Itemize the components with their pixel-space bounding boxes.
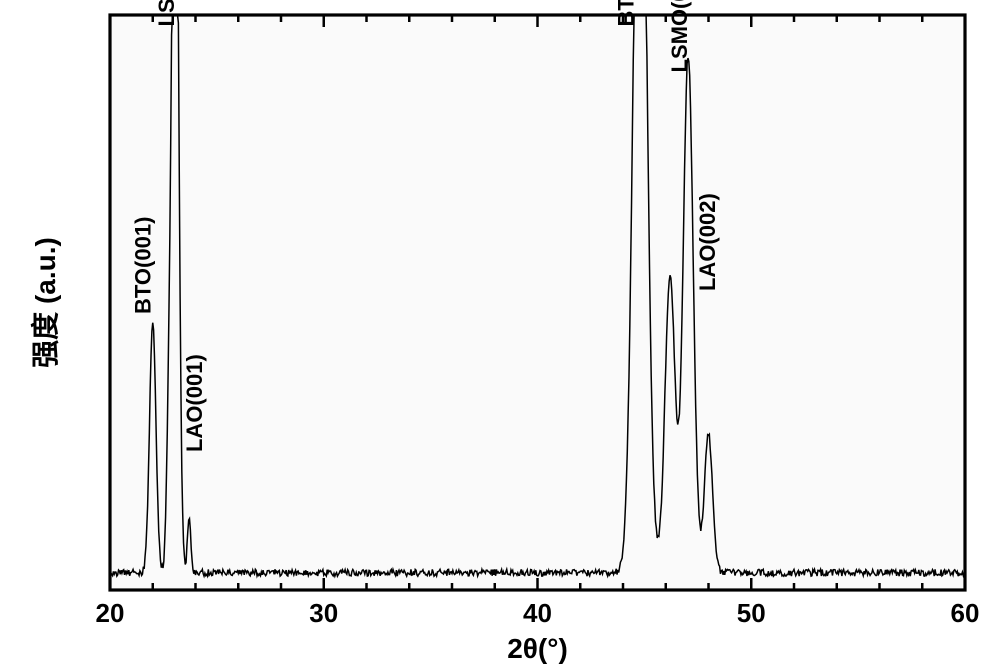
x-tick-label: 20 <box>96 598 125 628</box>
x-tick-label: 60 <box>951 598 980 628</box>
y-axis-label: 强度 (a.u.) <box>30 237 61 368</box>
peak-label: LSMO(001) <box>154 0 179 27</box>
x-axis-label: 2θ(°) <box>507 633 568 664</box>
peak-label: LAO(002) <box>695 193 720 291</box>
x-tick-label: 40 <box>523 598 552 628</box>
peak-label: LAO(001) <box>182 354 207 452</box>
peak-label: BTO(002) <box>614 0 639 27</box>
chart-svg: 20 30 40 50 60 2θ(°) 强度 (a.u.) BTO(001) LSMO(001… <box>0 0 1000 669</box>
peak-label: LSMO(002) <box>667 0 692 73</box>
x-tick-label: 30 <box>309 598 338 628</box>
x-tick-label: 50 <box>737 598 766 628</box>
xrd-chart: 20 30 40 50 60 2θ(°) 强度 (a.u.) BTO(001) LSMO(001… <box>0 0 1000 669</box>
peak-label: BTO(001) <box>131 217 156 314</box>
